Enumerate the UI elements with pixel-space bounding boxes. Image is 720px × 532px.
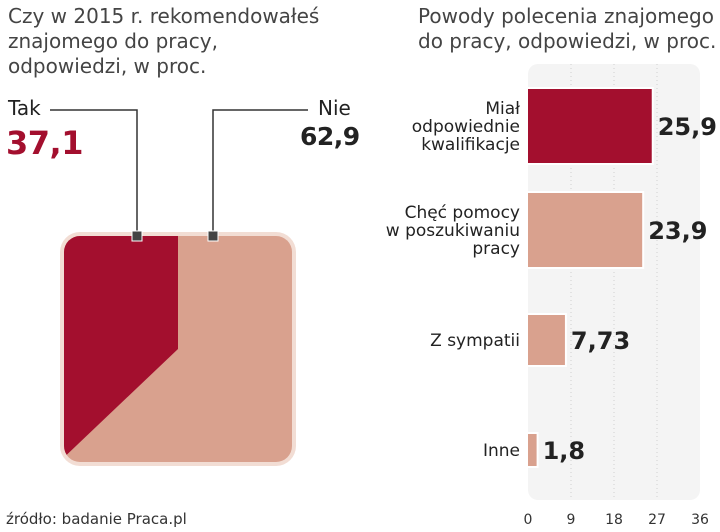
pie-value-nie: 62,9: [300, 122, 360, 151]
x-tick-label: 9: [567, 512, 576, 528]
bar-category-label: w poszukiwaniu: [386, 221, 520, 241]
bar-category-label: Inne: [483, 441, 520, 461]
bar-value-label: 7,73: [571, 327, 630, 355]
pie-label-tak: Tak: [8, 96, 41, 120]
leader-line-nie: [212, 109, 308, 236]
bar: [528, 193, 643, 267]
bar-category-label: odpowiednie: [412, 117, 520, 137]
marker-nie: [207, 230, 219, 242]
bar: [528, 434, 537, 466]
x-tick-label: 0: [524, 512, 533, 528]
bar-category-label: Z sympatii: [430, 331, 520, 351]
x-tick-label: 27: [648, 512, 666, 528]
bar-value-label: 25,9: [658, 113, 717, 141]
x-tick-label: 18: [605, 512, 623, 528]
bar-value-label: 1,8: [543, 437, 586, 465]
pie-value-tak: 37,1: [6, 124, 83, 162]
pie-slice-tak: [64, 236, 178, 462]
bar-category-label: Chęć pomocy: [405, 203, 520, 223]
bar-category-label: Miał: [485, 99, 520, 119]
leader-line-tak: [50, 109, 138, 236]
bar-category-label: kwalifikacje: [421, 135, 520, 155]
source-note: źródło: badanie Praca.pl: [6, 510, 187, 528]
bar: [528, 89, 652, 163]
bar-chart-title: Powody polecenia znajomego do pracy, odp…: [418, 4, 717, 53]
pie-label-nie: Nie: [318, 96, 351, 120]
pie-chart-title: Czy w 2015 r. rekomendowałeś znajomego d…: [8, 4, 320, 78]
marker-tak: [131, 230, 143, 242]
x-tick-label: 36: [691, 512, 709, 528]
bar-value-label: 23,9: [648, 217, 707, 245]
bar-category-label: pracy: [472, 239, 520, 259]
bar: [528, 315, 565, 365]
